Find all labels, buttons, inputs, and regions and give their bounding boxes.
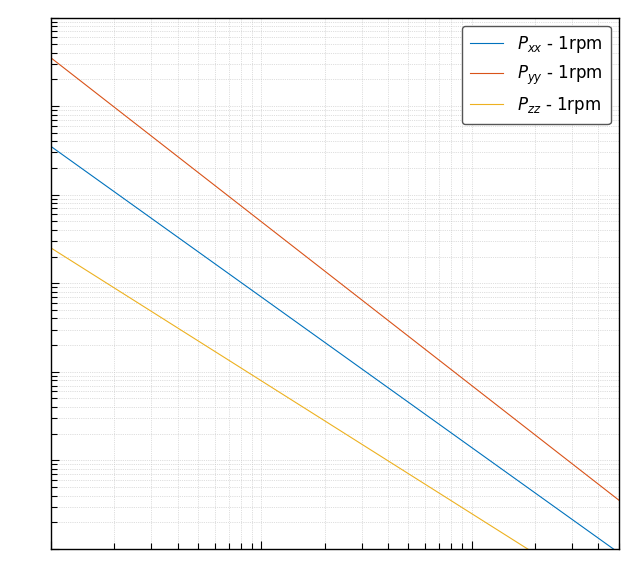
- $P_{xx}$ - 1rpm: [264, 298, 272, 305]
- $P_{zz}$ - 1rpm: [514, 539, 522, 546]
- $P_{xx}$ - 1rpm: [615, 550, 623, 557]
- $P_{zz}$ - 1rpm: [151, 310, 158, 317]
- $P_{xx}$ - 1rpm: [514, 477, 522, 484]
- $P_{xx}$ - 1rpm: [417, 407, 424, 414]
- $P_{xx}$ - 1rpm: [388, 387, 396, 394]
- $P_{yy}$ - 1rpm: [514, 418, 522, 425]
- Line: $P_{xx}$ - 1rpm: $P_{xx}$ - 1rpm: [51, 147, 619, 553]
- $P_{yy}$ - 1rpm: [417, 342, 424, 349]
- $P_{xx}$ - 1rpm: [471, 446, 478, 453]
- Line: $P_{yy}$ - 1rpm: $P_{yy}$ - 1rpm: [51, 58, 619, 500]
- $P_{xx}$ - 1rpm: [47, 143, 55, 150]
- $P_{yy}$ - 1rpm: [615, 496, 623, 503]
- $P_{yy}$ - 1rpm: [264, 223, 272, 230]
- Line: $P_{zz}$ - 1rpm: $P_{zz}$ - 1rpm: [51, 248, 619, 584]
- $P_{yy}$ - 1rpm: [47, 54, 55, 61]
- $P_{yy}$ - 1rpm: [471, 384, 478, 391]
- $P_{zz}$ - 1rpm: [388, 460, 396, 467]
- $P_{zz}$ - 1rpm: [47, 245, 55, 252]
- $P_{yy}$ - 1rpm: [388, 319, 396, 326]
- $P_{xx}$ - 1rpm: [151, 217, 158, 224]
- $P_{yy}$ - 1rpm: [151, 135, 158, 142]
- $P_{zz}$ - 1rpm: [264, 381, 272, 388]
- Legend: $P_{xx}$ - 1rpm, $P_{yy}$ - 1rpm, $P_{zz}$ - 1rpm: $P_{xx}$ - 1rpm, $P_{yy}$ - 1rpm, $P_{zz…: [461, 26, 611, 124]
- $P_{zz}$ - 1rpm: [417, 478, 424, 485]
- $P_{zz}$ - 1rpm: [471, 512, 478, 519]
